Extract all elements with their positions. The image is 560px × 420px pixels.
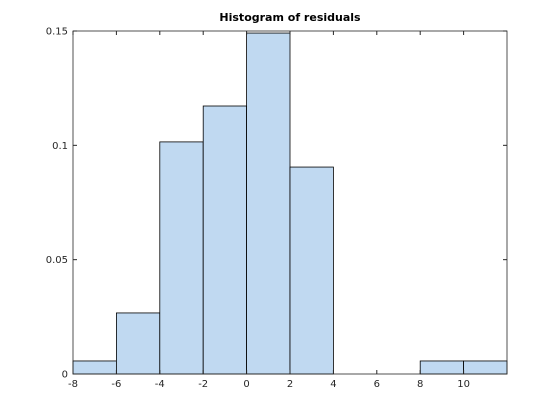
x-tick-label: 2 [287, 379, 293, 390]
x-tick-label: 6 [374, 379, 380, 390]
x-tick-label: 0 [243, 379, 249, 390]
x-tick-label: 4 [330, 379, 336, 390]
bar [72, 360, 117, 375]
x-tick-label: 10 [457, 379, 470, 390]
x-tick-label: -8 [68, 379, 78, 390]
bar [159, 141, 204, 375]
chart-title: Histogram of residuals [219, 11, 361, 24]
bar [202, 105, 247, 375]
bar [116, 312, 161, 375]
x-tick-label: -6 [111, 379, 121, 390]
x-tick-label: -4 [155, 379, 165, 390]
y-tick-label: 0.15 [46, 27, 68, 38]
y-tick-label: 0.05 [46, 255, 68, 266]
bar [463, 360, 508, 375]
x-tick-label: -2 [198, 379, 208, 390]
plot-area [72, 32, 508, 375]
y-tick-label: 0.1 [52, 141, 68, 152]
y-tick-label: 0 [62, 370, 68, 381]
x-tick-label: 8 [417, 379, 423, 390]
bar [289, 166, 334, 375]
bar [419, 360, 465, 375]
bar [246, 32, 291, 375]
